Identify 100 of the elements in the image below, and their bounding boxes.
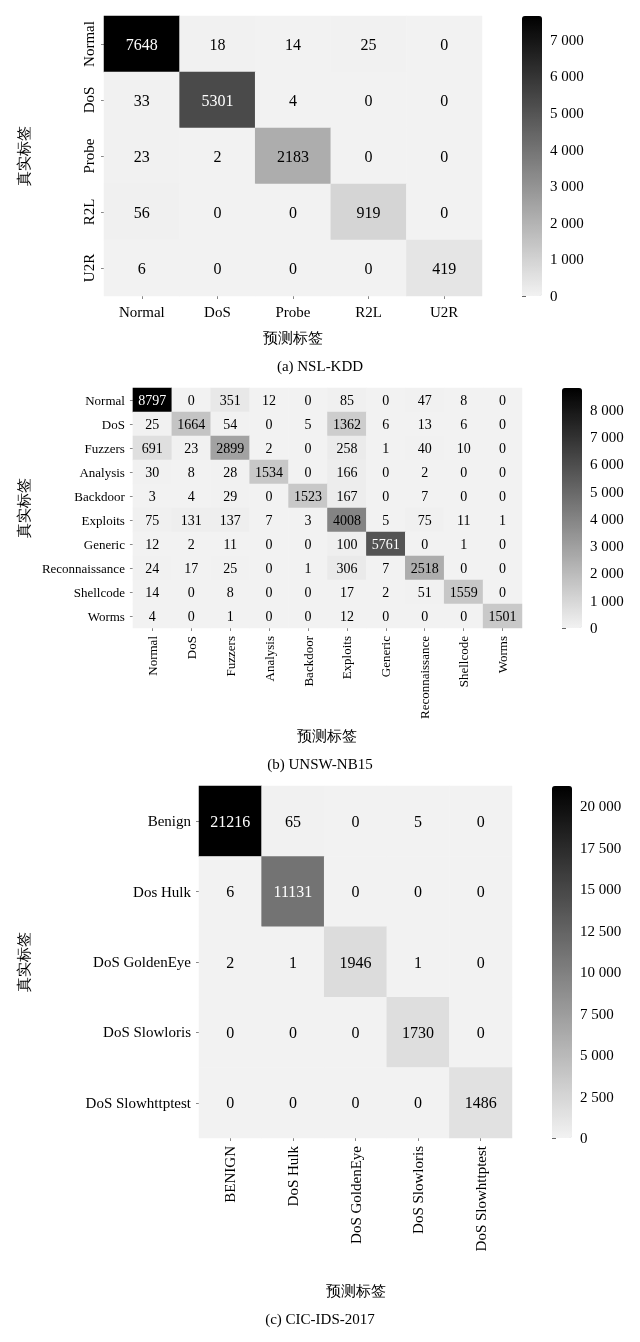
x-tick-label: DoS Slowloris [410, 1145, 427, 1234]
data-label: 0 [304, 464, 312, 480]
data-label: 0 [476, 883, 485, 901]
y-tick-label: Analysis [79, 464, 125, 480]
x-tick-label: DoS GoldenEye [347, 1145, 364, 1244]
y-axis-title: 真实标签 [15, 478, 32, 538]
data-label: 4 [289, 91, 297, 109]
y-tick-label: DoS [80, 86, 97, 114]
data-label: 0 [382, 464, 390, 480]
data-label: 1534 [255, 464, 284, 480]
data-label: 167 [336, 488, 358, 504]
x-tick-label: DoS Hulk [284, 1145, 301, 1207]
data-label: 23 [184, 440, 199, 456]
y-tick-label: Backdoor [74, 488, 126, 504]
data-label: 0 [265, 560, 273, 576]
color-bar-label: 2 500 [580, 1088, 614, 1105]
color-bar-label: 17 500 [580, 839, 622, 856]
x-tick-label: DoS [204, 303, 231, 320]
data-label: 0 [499, 536, 507, 552]
data-label: 0 [382, 488, 390, 504]
data-label: 137 [219, 512, 241, 528]
y-tick-label: R2L [80, 198, 97, 226]
color-bar-label: 15 000 [580, 881, 622, 898]
data-label: 0 [364, 91, 373, 109]
x-tick-label: Shellcode [456, 635, 472, 688]
x-tick-label: Analysis [261, 636, 277, 682]
data-label: 6 [382, 416, 390, 432]
x-tick-label: Reconnaissance [417, 635, 433, 720]
y-tick-label: Shellcode [73, 584, 126, 600]
color-bar-label: 2 000 [550, 214, 584, 231]
data-label: 17 [339, 584, 354, 600]
data-label: 6 [460, 416, 468, 432]
data-label: 6 [226, 883, 235, 901]
data-label: 8 [460, 392, 468, 408]
data-label: 3 [148, 488, 156, 504]
data-label: 0 [187, 608, 195, 624]
data-label: 54 [223, 416, 238, 432]
data-label: 0 [499, 392, 507, 408]
x-tick-label: R2L [355, 303, 382, 320]
y-tick-label: Dos Hulk [133, 883, 192, 900]
color-bar-label: 20 000 [580, 798, 622, 815]
data-label: 1362 [332, 416, 361, 432]
data-label: 33 [133, 91, 150, 109]
data-label: 12 [262, 392, 277, 408]
data-label: 5 [382, 512, 390, 528]
data-label: 7 [382, 560, 390, 576]
data-label: 0 [382, 608, 390, 624]
data-label: 17 [184, 560, 199, 576]
data-label: 0 [265, 488, 273, 504]
data-label: 258 [336, 440, 358, 456]
data-label: 1730 [402, 1023, 435, 1041]
data-label: 0 [421, 536, 429, 552]
x-axis-title: 预测标签 [325, 1282, 386, 1299]
x-axis-title: 预测标签 [297, 727, 358, 744]
data-label: 131 [180, 512, 202, 528]
data-label: 0 [440, 91, 449, 109]
color-bar-label: 5 000 [580, 1047, 614, 1064]
data-label: 1946 [339, 953, 372, 971]
data-label: 0 [460, 560, 468, 576]
color-bar-label: 0 [580, 1130, 588, 1146]
color-bar-label: 5 000 [550, 104, 584, 121]
y-tick-label: Fuzzers [84, 440, 125, 456]
x-tick-label: BENIGN [222, 1145, 239, 1203]
data-label: 1 [288, 953, 297, 971]
data-label: 0 [476, 812, 485, 830]
data-label: 0 [414, 883, 423, 901]
data-label: 5301 [201, 91, 234, 109]
data-label: 0 [187, 392, 195, 408]
data-label: 11 [223, 536, 237, 552]
data-label: 2 [213, 147, 222, 165]
data-label: 2183 [277, 147, 309, 165]
data-label: 5 [304, 416, 312, 432]
data-label: 47 [417, 392, 432, 408]
data-label: 75 [145, 512, 160, 528]
data-label: 0 [499, 584, 507, 600]
data-label: 75 [417, 512, 432, 528]
data-label: 4 [148, 608, 156, 624]
data-label: 306 [336, 560, 358, 576]
y-tick-label: DoS Slowhttptest [85, 1094, 192, 1111]
y-tick-label: Exploits [81, 512, 125, 528]
data-label: 0 [499, 464, 507, 480]
data-label: 1 [499, 512, 507, 528]
data-label: 21216 [210, 812, 251, 830]
data-label: 0 [382, 392, 390, 408]
data-label: 1 [382, 440, 390, 456]
data-label: 5761 [371, 536, 400, 552]
data-label: 2 [265, 440, 273, 456]
data-label: 0 [499, 416, 507, 432]
x-tick-label: DoS Slowhttptest [472, 1145, 489, 1252]
data-label: 1523 [294, 488, 323, 504]
data-label: 0 [499, 440, 507, 456]
data-label: 0 [288, 1023, 297, 1041]
text: (c) CIC-IDS-2017 [265, 1310, 376, 1328]
data-label: 1486 [464, 1094, 497, 1112]
data-label: 0 [440, 203, 449, 221]
data-label: 0 [364, 259, 373, 277]
x-tick-label: U2R [430, 303, 459, 320]
y-axis-title: 真实标签 [15, 126, 32, 186]
y-tick-label: Probe [80, 138, 97, 174]
data-label: 25 [223, 560, 238, 576]
